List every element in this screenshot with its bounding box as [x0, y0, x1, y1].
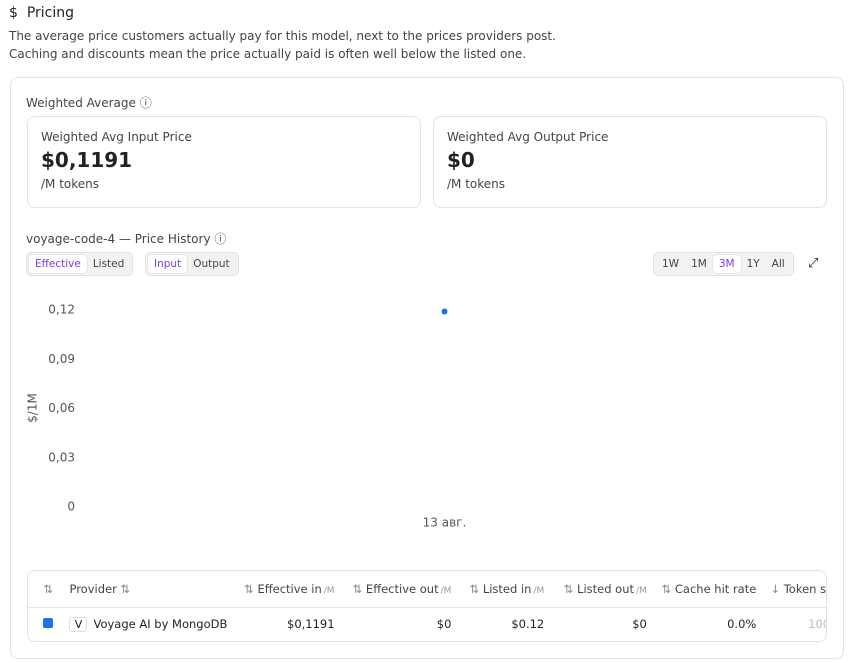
column-header[interactable]: ↓ Token share — [762, 571, 827, 607]
header-label: Provider — [69, 581, 117, 596]
cell: $0 — [550, 607, 653, 641]
x-tick-label: 13 авг. — [423, 516, 467, 530]
y-tick-label: 0,12 — [48, 303, 75, 317]
cell: 100.0% — [762, 607, 826, 641]
column-header[interactable]: ⇅ Effective out/M — [352, 581, 452, 596]
pricing-header: $ Pricing — [9, 5, 74, 21]
mode-toggle: Effective Listed — [26, 252, 134, 276]
color-swatch — [43, 618, 54, 629]
direction-toggle: Input Output — [145, 252, 239, 276]
card-unit: /M tokens — [447, 177, 506, 191]
toggle-option[interactable]: 1W — [662, 258, 680, 270]
y-tick-label: 0,03 — [48, 450, 75, 464]
header-unit: /M — [533, 585, 545, 596]
header-label: Listed out — [577, 581, 635, 596]
description: The average price customers actually pay… — [9, 29, 556, 43]
header-label: Effective out — [365, 581, 439, 596]
cell: $0 — [341, 607, 458, 641]
chart: $/1M 0 0,03 0,06 0,09 0,12 13 авг. — [27, 303, 467, 530]
label: Weighted Average — [26, 96, 136, 110]
price-card: Weighted Avg Input Price $0,1191/M tokens — [27, 116, 421, 208]
header-row: ⇅ Provider ⇅ ⇅ Effective in/M ⇅ Effective o… — [28, 571, 827, 607]
y-tick-label: 0,09 — [48, 352, 75, 366]
cell-text: 0.0% — [727, 617, 757, 632]
toggle-option[interactable]: Effective — [29, 255, 87, 273]
color-cell — [28, 607, 68, 641]
cell: $0.12 — [457, 607, 550, 641]
toggle-option[interactable]: Output — [193, 258, 230, 270]
column-header[interactable]: ⇅ Listed in/M — [469, 581, 545, 596]
header-unit: /M — [323, 585, 335, 596]
toggle-option[interactable]: Input — [148, 255, 188, 273]
toggle-option[interactable]: 1M — [691, 258, 707, 270]
toggle-option[interactable]: Listed — [92, 258, 125, 270]
cell-text: Voyage AI by MongoDB — [93, 616, 228, 631]
y-tick-label: 0 — [67, 500, 75, 514]
cell-text: $0.12 — [511, 617, 545, 632]
table-row: V Voyage AI by MongoDB $0,1191 $0 $0.12 $0 0.0… — [28, 607, 826, 641]
provider-table: ⇅ Provider ⇅ ⇅ Effective in/M ⇅ Effective o… — [27, 570, 827, 642]
column-header[interactable]: Provider ⇅ — [69, 581, 131, 596]
column-header[interactable]: ⇅ Listed out/M — [563, 581, 647, 596]
expand-button[interactable]: ⤢ — [808, 256, 819, 271]
title: Pricing — [26, 5, 75, 21]
column-header[interactable]: ⇅ Effective in/M — [244, 581, 335, 596]
card-value: $0 — [447, 148, 475, 172]
cell: V Voyage AI by MongoDB — [68, 607, 235, 641]
toggle-option[interactable]: 1Y — [746, 258, 760, 270]
card-label: Weighted Avg Input Price — [41, 130, 192, 144]
cell-text: 100.0% — [808, 617, 826, 632]
toggle-option[interactable]: All — [771, 258, 785, 270]
cell: 0.0% — [653, 607, 762, 641]
range-toggle: 1W 1M 3M 1Y All — [653, 252, 794, 276]
header-label: Listed in — [482, 581, 532, 596]
card-value: $0,1191 — [41, 148, 133, 172]
provider-logo: V — [69, 616, 88, 632]
header-label: Token share — [783, 581, 827, 596]
y-axis-label: $/1M — [27, 393, 40, 423]
toggle-option[interactable]: 3M — [712, 255, 741, 273]
header-label: Cache hit rate — [674, 581, 757, 596]
price-card: Weighted Avg Output Price $0/M tokens — [433, 116, 827, 208]
column-header[interactable]: ⇅ Cache hit rate — [661, 581, 757, 596]
header-unit: /M — [636, 585, 647, 596]
header-unit: /M — [440, 585, 452, 596]
y-tick-label: 0,06 — [48, 401, 75, 415]
table: ⇅ Provider ⇅ ⇅ Effective in/M ⇅ Effective o… — [28, 571, 827, 641]
sort-icon: ⇅ — [43, 581, 54, 596]
section-title: Weighted Average ⓘ — [26, 96, 152, 110]
icon: $ — [9, 5, 18, 21]
cell-text: $0 — [632, 617, 647, 632]
chart-title: voyage-code-4 — Price History ⓘ — [26, 232, 227, 246]
label: voyage-code-4 — Price History — [26, 232, 211, 246]
card-unit: /M tokens — [41, 177, 100, 191]
cell-text: $0 — [436, 617, 452, 632]
description: Caching and discounts mean the price act… — [9, 47, 527, 61]
point — [441, 308, 448, 315]
cell-text: $0,1191 — [287, 617, 335, 632]
cell: $0,1191 — [235, 607, 340, 641]
header-label: Effective in — [257, 581, 322, 596]
card-label: Weighted Avg Output Price — [447, 130, 609, 144]
